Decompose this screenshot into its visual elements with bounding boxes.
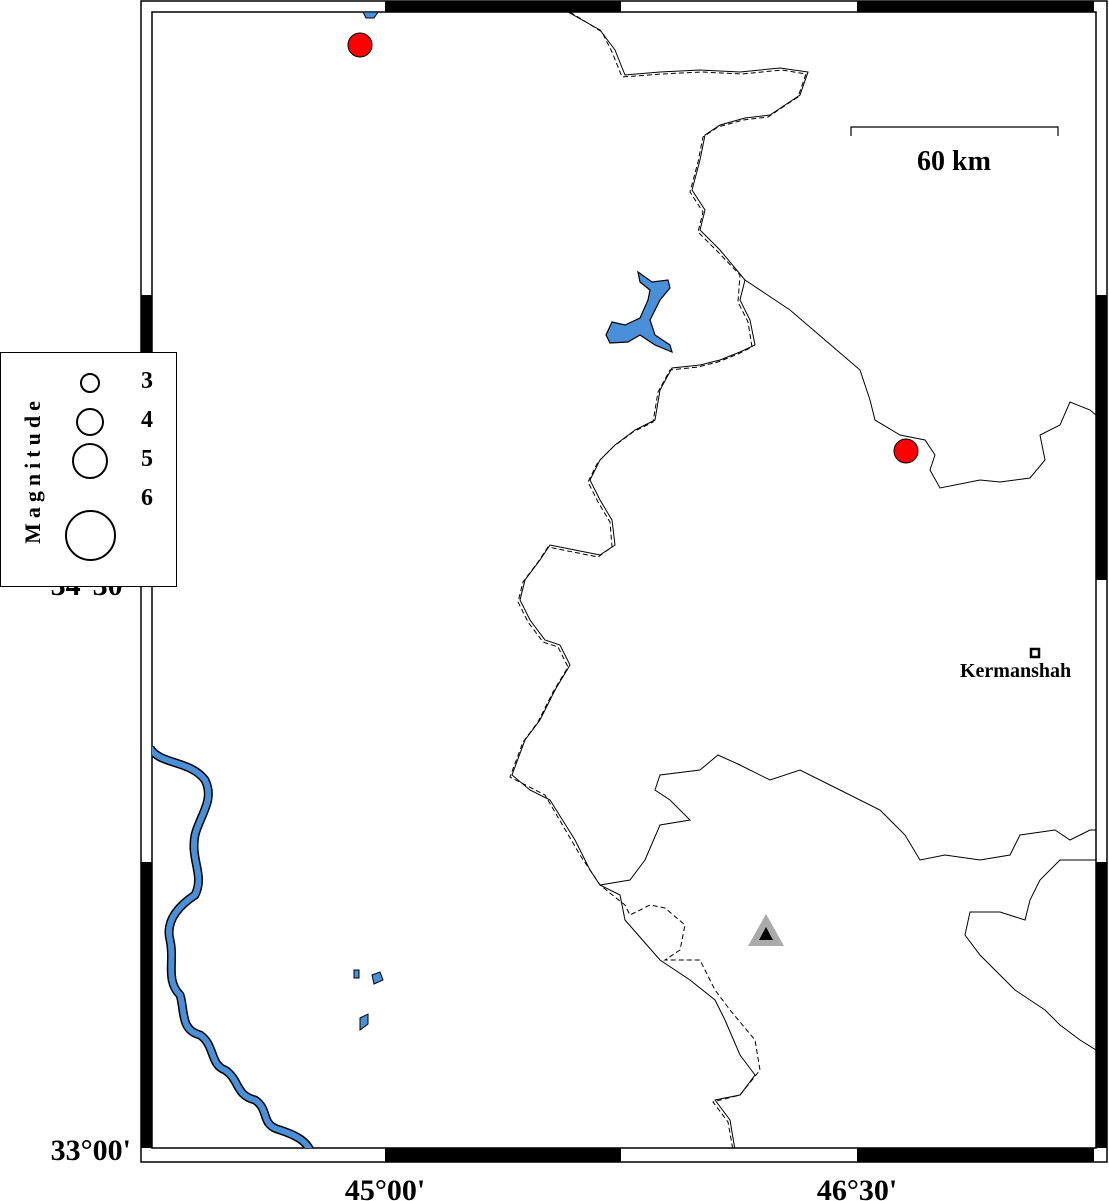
border-line <box>511 12 809 1148</box>
city-label: Kermanshah <box>960 660 1071 682</box>
square-marker-icon <box>1029 647 1041 659</box>
border-dashed <box>509 12 807 1148</box>
border-line <box>744 279 1096 489</box>
lake <box>605 270 673 354</box>
circle-mag-3-icon <box>80 373 100 393</box>
lake <box>353 969 384 1031</box>
earthquake-event[interactable] <box>347 32 373 58</box>
circle-mag-4-icon <box>76 408 104 436</box>
border-line <box>599 754 1096 886</box>
legend-mag-label: 4 <box>141 407 153 433</box>
circle-mag-6-icon <box>65 510 116 561</box>
triangle-icon[interactable] <box>748 914 784 946</box>
legend-mag-label: 6 <box>141 485 153 511</box>
x-tick-label: 45°00' <box>345 1174 425 1201</box>
y-tick-label: 33°00' <box>51 1134 131 1167</box>
scale-bar-label: 60 km <box>917 146 991 177</box>
x-tick-label: 46°30' <box>817 1174 897 1201</box>
map-frame <box>140 0 1108 1163</box>
circle-mag-5-icon <box>72 443 108 479</box>
earthquake-event[interactable] <box>893 438 919 464</box>
legend-mag-label: 5 <box>141 446 153 472</box>
legend-title: Magnitude <box>20 396 45 544</box>
border-line <box>964 859 1096 1051</box>
magnitude-legend: Magnitude 3 4 5 6 <box>0 352 177 587</box>
legend-mag-label: 3 <box>141 368 153 394</box>
scale-bar <box>850 126 1059 136</box>
